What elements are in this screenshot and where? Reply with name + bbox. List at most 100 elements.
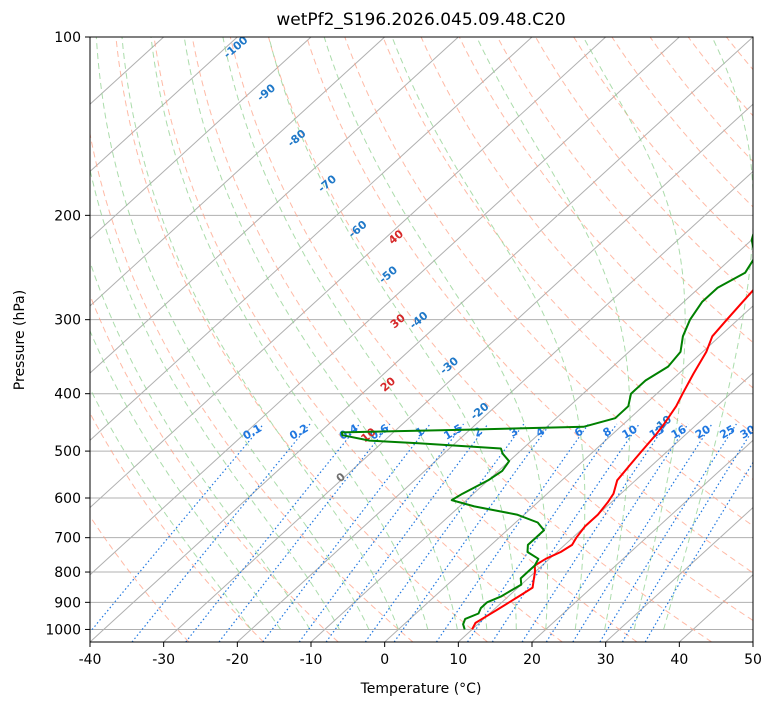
axes: -40 -30 -20 -10 0 10 20 30 40 50 100 200 300 400 500 60…: [45, 30, 762, 668]
isotherm-line: [236, 170, 753, 642]
moist-adiabat-line: [90, 387, 252, 630]
x-tick-label: -40: [79, 652, 102, 668]
mixing-ratio-line: [131, 423, 311, 642]
y-tick-label: 400: [54, 387, 81, 403]
moist-adiabat-line: [582, 37, 686, 630]
moist-adiabat-line: [476, 37, 631, 630]
moist-adiabat-line: [90, 167, 340, 630]
dry-adiabat-line: [191, 37, 638, 642]
x-tick-label: 20: [523, 652, 541, 668]
adiabat-label: -60: [346, 218, 370, 241]
dry-adiabat-line: [344, 37, 753, 527]
mixing-ratio-line: [644, 461, 753, 642]
moist-adiabat-line: [150, 37, 429, 630]
mixing-ratio-line: [185, 423, 360, 642]
x-tick-label: 10: [449, 652, 467, 668]
mixing-ratio-line: [599, 423, 737, 642]
mixing-ratio-line: [325, 423, 489, 642]
isotherm-line: [752, 641, 753, 642]
y-tick-label: 100: [54, 30, 81, 46]
moist-adiabat-line: [323, 37, 548, 630]
mixing-ratio-line: [364, 423, 525, 642]
moist-adiabat-line: [268, 37, 517, 630]
x-tick-label: 30: [597, 652, 615, 668]
isotherm-line: [90, 37, 238, 173]
moist-adiabat-line: [95, 37, 370, 630]
x-tick-label: -30: [152, 652, 175, 668]
y-tick-label: 200: [54, 208, 81, 224]
dry-adiabat-line: [687, 37, 753, 117]
y-tick-label: 1000: [45, 622, 81, 638]
isotherm-line: [384, 305, 753, 642]
dry-adiabat-line: [496, 37, 753, 344]
x-axis-label: Temperature (°C): [360, 681, 482, 697]
dry-adiabat-line: [90, 131, 414, 642]
mixing-ratio-line: [491, 423, 640, 642]
mixing-ratio-label: 0.2: [287, 422, 310, 443]
y-tick-label: 300: [54, 313, 81, 329]
mixing-ratio-label: 36: [758, 423, 775, 442]
isotherm-line: [605, 506, 753, 642]
dry-adiabat-line: [153, 37, 563, 642]
isotherm-line: [90, 37, 607, 509]
mixing-ratio-label: 25: [717, 423, 737, 442]
dry-adiabat-line: [649, 37, 753, 163]
chart-title: wetPf2_S196.2026.045.09.48.C20: [276, 10, 565, 30]
dry-adiabat-line: [726, 37, 753, 71]
plot-area: 0.1 0.2 0.4 0.6 1 1.5 2 3 4 6 8 10 13 16 20 25 30 36-100-…: [90, 37, 775, 642]
moist-adiabat-line: [90, 329, 281, 630]
temperature-profile-line: [471, 288, 753, 630]
y-tick-label: 900: [54, 595, 81, 611]
dry-adiabat-line: [765, 37, 775, 642]
isotherm-line: [457, 372, 753, 642]
mixing-ratio-line: [90, 423, 265, 633]
mixing-ratio-label: 2: [471, 425, 484, 440]
plot-frame: [89, 36, 754, 643]
y-tick-label: 800: [54, 565, 81, 581]
dry-adiabat-line: [268, 37, 753, 622]
x-tick-label: 50: [744, 652, 762, 668]
mixing-ratio-label: 10: [620, 423, 640, 442]
moist-adiabat-line: [90, 260, 311, 630]
x-tick-label: -20: [226, 652, 249, 668]
adiabat-label: -50: [376, 263, 400, 286]
dry-adiabat-line: [611, 37, 753, 208]
adiabat-label: 20: [378, 374, 398, 394]
moist-adiabat-line: [183, 37, 458, 630]
dry-adiabat-line: [90, 412, 264, 642]
mixing-ratio-line: [435, 423, 590, 642]
mixing-ratio-label: 3: [507, 425, 520, 440]
isotherm-line: [310, 237, 753, 642]
x-tick-label: 40: [670, 652, 688, 668]
y-tick-label: 500: [54, 444, 81, 460]
dry-adiabat-line: [229, 37, 712, 642]
mixing-ratio-line: [467, 423, 618, 642]
mixing-ratio-line: [393, 423, 551, 642]
dry-adiabat-line: [306, 37, 753, 574]
moist-adiabat-line: [222, 37, 488, 630]
dry-adiabat-line: [382, 37, 753, 481]
mixing-ratio-label: 16: [669, 423, 689, 442]
isotherm-line: [531, 439, 753, 642]
moist-adiabat-line: [663, 37, 753, 630]
moist-adiabat-line: [121, 37, 399, 630]
mixing-ratio-label: 0.1: [241, 422, 264, 443]
mixing-ratio-label: 8: [601, 425, 614, 440]
y-axis-label: Pressure (hPa): [12, 290, 28, 390]
mixing-ratio-line: [572, 423, 713, 642]
adiabat-label: 30: [388, 311, 408, 331]
y-tick-label: 600: [54, 491, 81, 507]
adiabat-label: -20: [468, 400, 492, 423]
x-tick-label: -10: [300, 652, 323, 668]
dry-adiabat-line: [420, 37, 753, 435]
adiabat-label: 0: [334, 470, 348, 485]
isotherm-line: [90, 37, 533, 442]
adiabat-label: 40: [386, 227, 406, 247]
dry-adiabat-line: [115, 37, 488, 642]
isotherm-line: [90, 37, 680, 576]
mixing-ratio-line: [298, 423, 464, 642]
isotherm-line: [90, 37, 312, 240]
isotherm-line: [90, 37, 459, 374]
moist-adiabat-line: [391, 37, 586, 630]
